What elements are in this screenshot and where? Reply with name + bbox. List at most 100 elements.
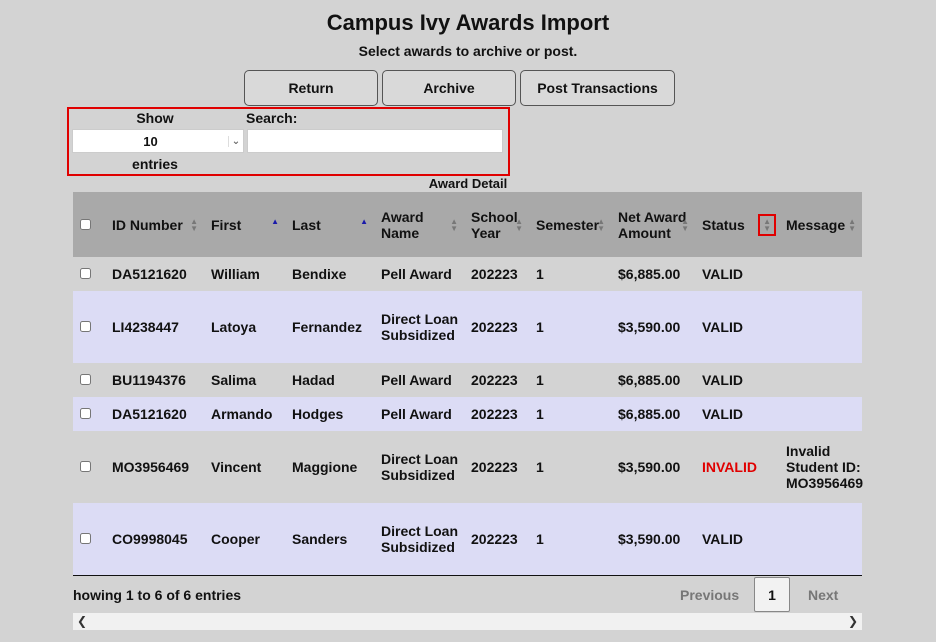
- cell-year: 202223: [464, 397, 529, 431]
- col-award-name[interactable]: Award Name ▲ ▼: [374, 192, 464, 257]
- cell-message: [779, 257, 862, 291]
- cell-message: [779, 503, 862, 576]
- table-row: DA5121620 William Bendixe Pell Award 202…: [73, 257, 862, 291]
- cell-status: INVALID: [695, 431, 779, 503]
- cell-award: Pell Award: [374, 397, 464, 431]
- col-last[interactable]: Last▲▼: [285, 192, 374, 257]
- cell-last: Maggione: [285, 431, 374, 503]
- row-checkbox[interactable]: [80, 461, 91, 472]
- cell-award: Direct Loan Subsidized: [374, 291, 464, 363]
- page-subtitle: Select awards to archive or post.: [358, 43, 578, 59]
- cell-semester: 1: [529, 503, 611, 576]
- cell-first: Salima: [204, 363, 285, 397]
- col-status[interactable]: Status ▲ ▼: [695, 192, 779, 257]
- pagination-previous[interactable]: Previous: [680, 587, 740, 603]
- cell-semester: 1: [529, 397, 611, 431]
- scroll-right-icon[interactable]: ❯: [847, 614, 858, 628]
- select-all-checkbox[interactable]: [80, 218, 91, 230]
- table-row: LI4238447 Latoya Fernandez Direct Loan S…: [73, 291, 862, 363]
- cell-amount: $6,885.00: [611, 363, 695, 397]
- col-id-number[interactable]: ID Number ▲ ▼: [105, 192, 204, 257]
- chevron-down-icon: ⌄: [228, 135, 243, 147]
- cell-id: CO9998045: [105, 503, 204, 576]
- cell-amount: $3,590.00: [611, 503, 695, 576]
- cell-last: Bendixe: [285, 257, 374, 291]
- cell-first: Armando: [204, 397, 285, 431]
- sort-arrows-icon[interactable]: ▲ ▼: [450, 216, 458, 233]
- search-label: Search:: [246, 110, 298, 126]
- cell-message: [779, 291, 862, 363]
- cell-amount: $3,590.00: [611, 431, 695, 503]
- cell-status: VALID: [695, 397, 779, 431]
- sort-arrows-icon[interactable]: ▲ ▼: [681, 216, 689, 233]
- cell-status: VALID: [695, 503, 779, 576]
- select-all-header: [73, 192, 105, 257]
- cell-first: Cooper: [204, 503, 285, 576]
- col-semester[interactable]: Semester ▲ ▼: [529, 192, 611, 257]
- pagination-next[interactable]: Next: [808, 587, 839, 603]
- row-checkbox[interactable]: [80, 374, 91, 385]
- col-school-year[interactable]: School Year ▲ ▼: [464, 192, 529, 257]
- post-transactions-button[interactable]: Post Transactions: [520, 70, 675, 106]
- cell-message: Invalid Student ID: MO3956469: [779, 431, 863, 503]
- table-caption: Award Detail: [428, 176, 508, 191]
- cell-year: 202223: [464, 431, 529, 503]
- cell-award: Direct Loan Subsidized: [374, 503, 464, 576]
- table-row: BU1194376 Salima Hadad Pell Award 202223…: [73, 363, 862, 397]
- cell-award: Pell Award: [374, 257, 464, 291]
- row-checkbox[interactable]: [80, 408, 91, 419]
- sort-arrows-icon[interactable]: ▲ ▼: [848, 216, 856, 233]
- return-button[interactable]: Return: [244, 70, 378, 106]
- scroll-left-icon[interactable]: ❮: [77, 614, 88, 628]
- sort-arrows-icon[interactable]: ▲ ▼: [597, 216, 605, 233]
- highlight-box-controls: [67, 107, 510, 176]
- horizontal-scrollbar[interactable]: ❮ ❯: [73, 613, 862, 630]
- pagination-page-1[interactable]: 1: [754, 577, 790, 612]
- cell-last: Hodges: [285, 397, 374, 431]
- cell-message: [779, 363, 862, 397]
- table-row: CO9998045 Cooper Sanders Direct Loan Sub…: [73, 503, 862, 576]
- cell-message: [779, 397, 862, 431]
- awards-table: ID Number▲▼ First▲▼ Last▲▼ Award Name▲▼ …: [73, 192, 863, 576]
- cell-first: Vincent: [204, 431, 285, 503]
- cell-id: BU1194376: [105, 363, 204, 397]
- cell-id: DA5121620: [105, 397, 204, 431]
- cell-year: 202223: [464, 503, 529, 576]
- cell-semester: 1: [529, 363, 611, 397]
- sort-arrows-icon[interactable]: ▲ ▼: [190, 216, 198, 233]
- cell-last: Hadad: [285, 363, 374, 397]
- cell-id: LI4238447: [105, 291, 204, 363]
- row-checkbox[interactable]: [80, 532, 91, 544]
- search-input[interactable]: [247, 129, 503, 153]
- col-net-award-amount[interactable]: Net Award Amount ▲ ▼: [611, 192, 695, 257]
- cell-last: Sanders: [285, 503, 374, 576]
- sort-asc-icon[interactable]: ▲▼: [271, 216, 279, 226]
- row-checkbox[interactable]: [80, 268, 91, 279]
- cell-first: William: [204, 257, 285, 291]
- page-title: Campus Ivy Awards Import: [326, 10, 610, 35]
- cell-year: 202223: [464, 291, 529, 363]
- sort-arrows-icon[interactable]: ▲ ▼: [758, 213, 776, 236]
- entries-select[interactable]: 10 ⌄: [72, 129, 244, 153]
- cell-year: 202223: [464, 363, 529, 397]
- sort-asc-icon[interactable]: ▲▼: [360, 216, 368, 226]
- cell-amount: $6,885.00: [611, 397, 695, 431]
- cell-last: Fernandez: [285, 291, 374, 363]
- sort-arrows-icon[interactable]: ▲ ▼: [515, 216, 523, 233]
- cell-id: MO3956469: [105, 431, 204, 503]
- cell-semester: 1: [529, 431, 611, 503]
- cell-id: DA5121620: [105, 257, 204, 291]
- col-first[interactable]: First▲▼: [204, 192, 285, 257]
- cell-amount: $6,885.00: [611, 257, 695, 291]
- col-message[interactable]: Message ▲ ▼: [779, 192, 862, 257]
- table-row: DA5121620 Armando Hodges Pell Award 2022…: [73, 397, 862, 431]
- cell-award: Direct Loan Subsidized: [374, 431, 464, 503]
- cell-award: Pell Award: [374, 363, 464, 397]
- show-label: Show: [136, 110, 174, 126]
- cell-semester: 1: [529, 291, 611, 363]
- table-row: MO3956469 Vincent Maggione Direct Loan S…: [73, 431, 863, 503]
- entries-label: entries: [132, 156, 178, 172]
- archive-button[interactable]: Archive: [382, 70, 516, 106]
- entries-select-value: 10: [143, 133, 158, 149]
- row-checkbox[interactable]: [80, 321, 91, 332]
